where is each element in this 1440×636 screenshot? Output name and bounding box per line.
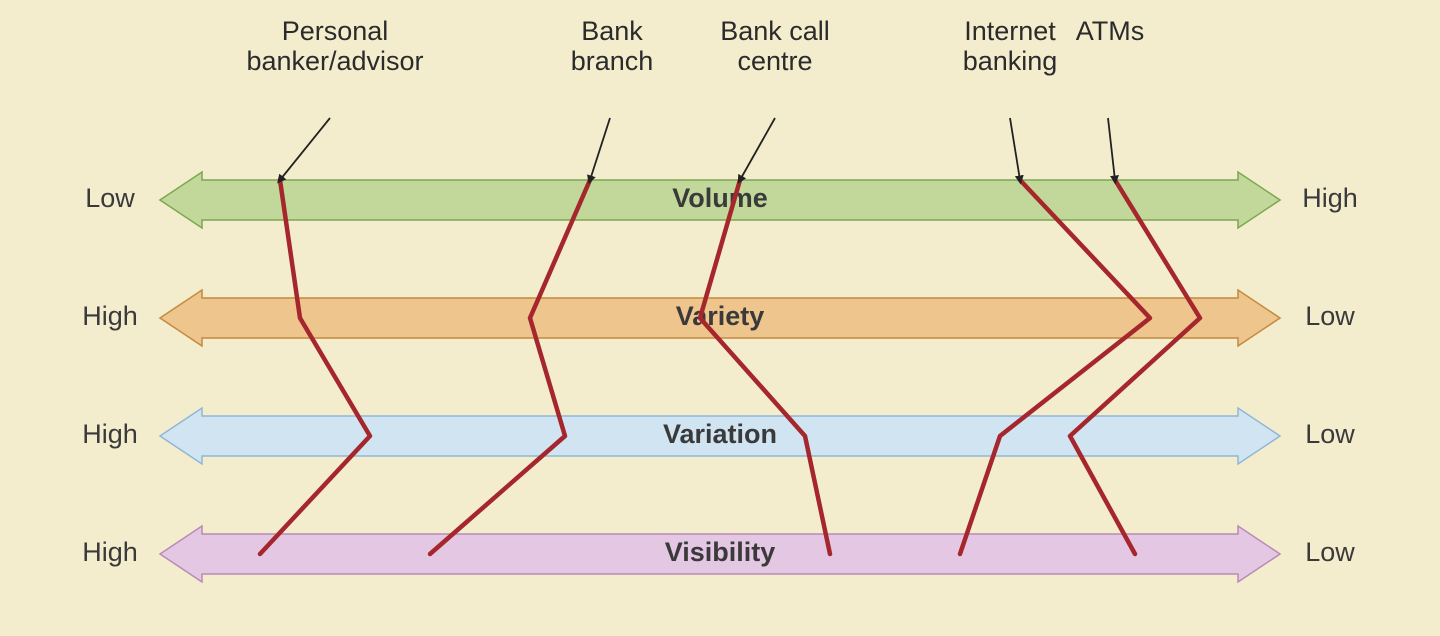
axis-left-variation: High <box>82 419 138 449</box>
dim-label-visibility: Visibility <box>665 537 776 567</box>
axis-right-visibility: Low <box>1305 537 1355 567</box>
axis-left-visibility: High <box>82 537 138 567</box>
axis-right-variation: Low <box>1305 419 1355 449</box>
dim-label-variety: Variety <box>676 301 765 331</box>
axis-left-variety: High <box>82 301 138 331</box>
dim-label-volume: Volume <box>672 183 768 213</box>
dim-label-variation: Variation <box>663 419 777 449</box>
axis-left-volume: Low <box>85 183 135 213</box>
category-label-atm: ATMs <box>1076 16 1145 46</box>
category-label-internet: Internetbanking <box>963 16 1058 76</box>
category-label-branch: Bankbranch <box>571 16 654 76</box>
four-v-diagram: Low High Volume High Low Variety High Low Variat… <box>0 0 1440 636</box>
axis-right-volume: High <box>1302 183 1358 213</box>
axis-right-variety: Low <box>1305 301 1355 331</box>
